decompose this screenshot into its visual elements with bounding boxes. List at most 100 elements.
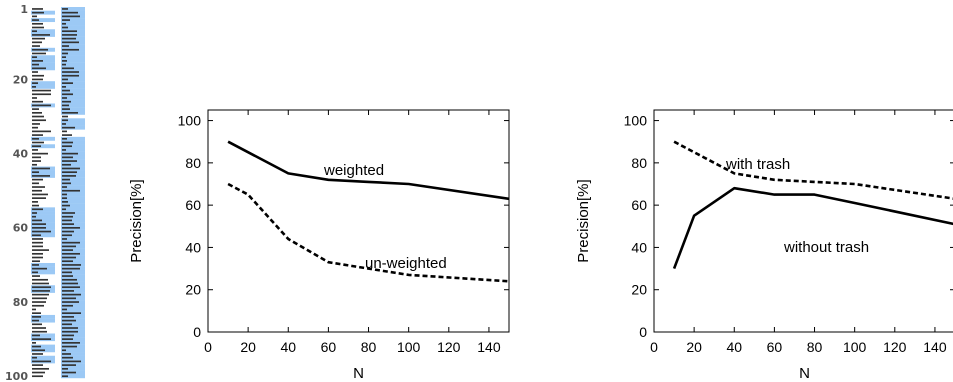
ranking-entry-text bbox=[32, 149, 38, 151]
ranking-entry-text bbox=[32, 345, 41, 348]
ranking-entry-text bbox=[32, 371, 45, 374]
ranking-highlight-cell bbox=[61, 18, 85, 23]
ranking-entry-text bbox=[62, 67, 74, 70]
plot-frame bbox=[653, 109, 953, 333]
ranking-highlight-cell bbox=[61, 51, 85, 56]
ranking-entry-text bbox=[32, 171, 39, 174]
ranking-highlight-cell bbox=[61, 44, 85, 49]
ranking-entry-text bbox=[62, 48, 79, 51]
ranking-entry-text bbox=[62, 212, 75, 214]
ranking-entry-text bbox=[62, 371, 76, 374]
ranking-entry-text bbox=[32, 130, 51, 133]
series-line-un-weighted bbox=[227, 182, 509, 283]
ranking-entry-text bbox=[32, 160, 41, 162]
ranking-entry-text bbox=[32, 290, 50, 292]
ranking-entry-text bbox=[32, 26, 44, 29]
ranking-entry-text bbox=[32, 189, 42, 192]
ranking-entry-text bbox=[62, 193, 67, 196]
ranking-highlight-cell bbox=[61, 366, 85, 371]
x-axis-title: N bbox=[799, 365, 810, 382]
ranking-highlight-cell bbox=[61, 270, 85, 275]
ranking-entry-text bbox=[62, 186, 67, 188]
ranking-entry-text bbox=[32, 230, 51, 233]
x-tick-label: 140 bbox=[923, 339, 947, 355]
ranking-entry-text bbox=[32, 282, 49, 285]
series-line-without-trash bbox=[672, 186, 953, 270]
ranking-entry-text bbox=[62, 30, 77, 33]
ranking-entry-text bbox=[32, 71, 38, 73]
ranking-highlight-cell bbox=[31, 355, 55, 360]
x-tick-label: 20 bbox=[686, 339, 702, 355]
ranking-entry-text bbox=[32, 312, 41, 314]
ranking-entry-text bbox=[32, 260, 40, 263]
ranking-entry-text bbox=[32, 245, 43, 248]
series-label: without trash bbox=[783, 239, 869, 256]
y-axis-title: Precision[%] bbox=[575, 179, 592, 262]
ranking-entry-text bbox=[32, 45, 40, 47]
ranking-entry-text bbox=[32, 34, 50, 36]
ranking-entry-text bbox=[62, 26, 68, 29]
ranking-highlight-cell bbox=[61, 218, 85, 223]
ranking-entry-text bbox=[32, 163, 37, 166]
x-tick-label: 80 bbox=[807, 339, 823, 355]
ranking-highlight-cell bbox=[61, 7, 85, 11]
ranking-entry-text bbox=[32, 356, 37, 359]
ranking-entry-text bbox=[62, 252, 80, 255]
ranking-entry-text bbox=[32, 204, 39, 207]
ranking-highlight-cell bbox=[31, 18, 55, 23]
ranking-entry-text bbox=[32, 186, 45, 188]
ranking-highlight-cell bbox=[31, 344, 55, 349]
ranking-entry-text bbox=[32, 182, 39, 185]
ranking-entry-text bbox=[62, 327, 78, 329]
y-tick-label: 80 bbox=[631, 155, 647, 171]
y-tick-label: 40 bbox=[185, 239, 201, 255]
ranking-entry-text bbox=[62, 130, 67, 133]
ranking-entry-text bbox=[32, 252, 43, 255]
chart-trash: 0 20 40 60 80 100 0 20 40 60 80 100 120 140 N Precision… bbox=[575, 109, 953, 382]
ranking-entry-text bbox=[62, 74, 79, 77]
ranking-highlight-cell bbox=[61, 77, 85, 82]
ranking-highlight-cell bbox=[61, 107, 85, 112]
ranking-highlight-cell bbox=[61, 162, 85, 167]
ranking-highlight-cell bbox=[61, 122, 85, 126]
ranking-entry-text bbox=[32, 123, 40, 125]
ranking-entry-text bbox=[32, 19, 39, 21]
ranking-entry-text bbox=[32, 338, 51, 340]
ranking-highlight-cell bbox=[61, 322, 85, 327]
ranking-entry-text bbox=[62, 45, 69, 47]
ranking-entry-text bbox=[32, 349, 45, 352]
ranking-highlight-cell bbox=[61, 144, 85, 149]
ranking-entry-text bbox=[62, 171, 77, 174]
ranking-entry-text bbox=[32, 275, 40, 277]
ranking-entry-text bbox=[62, 204, 70, 207]
ranking-entry-text bbox=[62, 156, 73, 159]
ranking-entry-text bbox=[62, 223, 74, 225]
ranking-entry-text bbox=[32, 78, 43, 81]
ranking-highlight-cell bbox=[61, 185, 85, 189]
x-tick-label: 20 bbox=[240, 339, 256, 355]
ranking-entry-text bbox=[32, 334, 40, 337]
ranking-highlight-cell bbox=[61, 96, 85, 100]
ranking-entry-text bbox=[62, 249, 73, 251]
ranking-highlight-cell bbox=[61, 118, 85, 123]
ranking-entry-text bbox=[62, 264, 81, 266]
ranking-entry-text bbox=[32, 175, 50, 177]
ranking-entry-text bbox=[62, 137, 67, 140]
ranking-entry-text bbox=[32, 223, 46, 225]
ranking-entry-text bbox=[32, 238, 43, 240]
ranking-highlight-cell bbox=[61, 25, 85, 30]
ranking-entry-text bbox=[62, 323, 72, 326]
ranking-entry-text bbox=[62, 108, 70, 110]
ranking-entry-text bbox=[32, 342, 36, 344]
ranking-entry-text bbox=[32, 193, 48, 196]
ranking-entry-text bbox=[32, 267, 47, 270]
ranking-entry-text bbox=[62, 364, 76, 366]
ranking-entry-text bbox=[62, 278, 77, 281]
ranking-entry-text bbox=[32, 111, 42, 114]
ranking-entry-text bbox=[32, 212, 37, 214]
ranking-highlight-cell bbox=[31, 62, 55, 67]
ranking-entry-text bbox=[32, 104, 51, 107]
ranking-entry-text bbox=[32, 37, 45, 40]
ranking-entry-text bbox=[62, 308, 67, 311]
